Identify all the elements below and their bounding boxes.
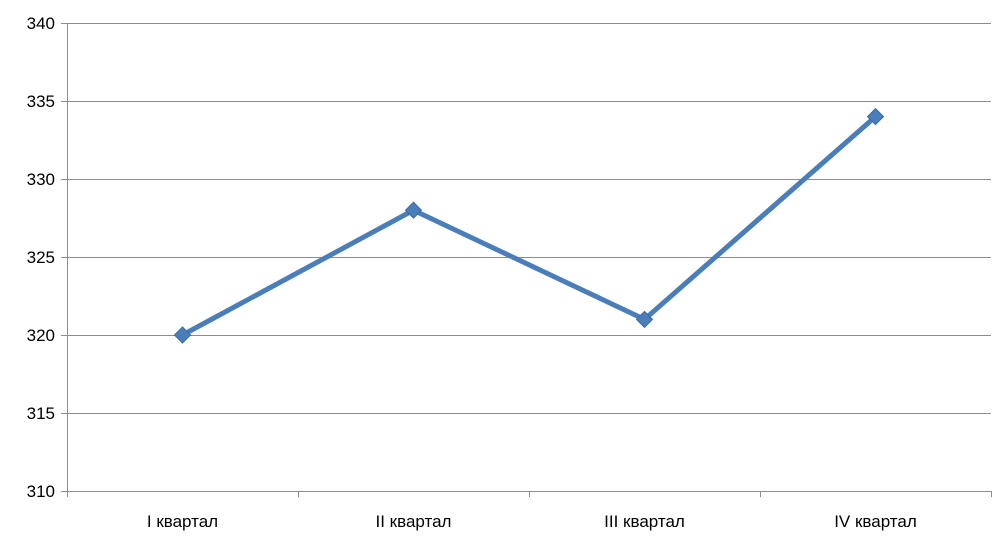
data-point-marker: [173, 326, 192, 344]
x-tick-label: IV квартал: [834, 512, 917, 531]
y-tick-label: 320: [27, 326, 55, 345]
axes: [61, 23, 992, 497]
data-point-marker: [404, 201, 423, 219]
x-tick-labels: I квартал II квартал III квартал IV квартал: [147, 512, 917, 531]
x-tick-label: III квартал: [604, 512, 685, 531]
series-line: [180, 114, 878, 338]
y-tick-label: 340: [27, 14, 55, 33]
x-tick-label: II квартал: [376, 512, 452, 531]
y-tick-label: 335: [27, 92, 55, 111]
grid-lines: [67, 23, 991, 414]
y-tick-label: 310: [27, 482, 55, 501]
y-tick-label: 325: [27, 248, 55, 267]
y-tick-label: 330: [27, 170, 55, 189]
series: [173, 107, 885, 344]
data-point-marker: [866, 107, 885, 126]
data-point-marker: [635, 310, 654, 329]
x-tick-label: I квартал: [147, 512, 218, 531]
y-tick-labels: 310 315 320 325 330 335 340: [27, 14, 55, 501]
y-tick-label: 315: [27, 404, 55, 423]
